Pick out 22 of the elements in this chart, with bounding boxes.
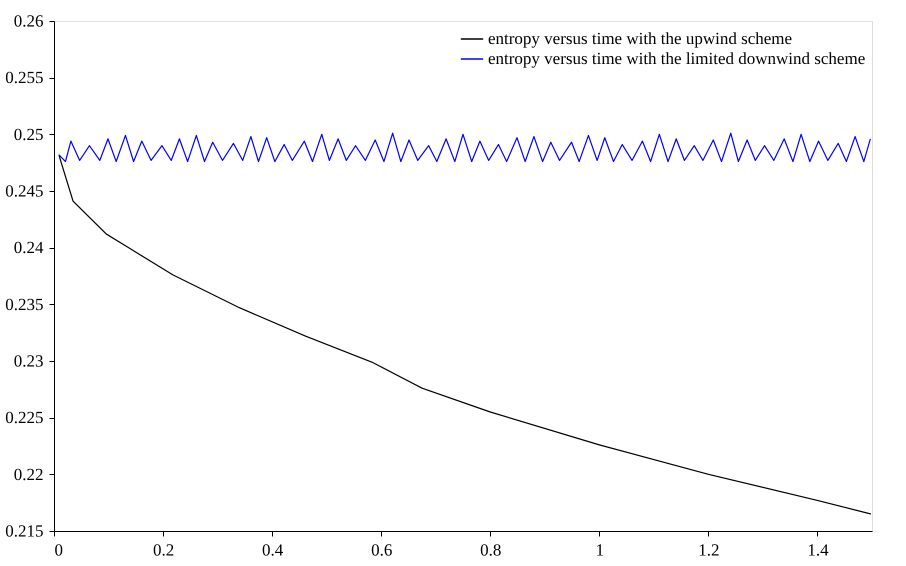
y-tick-label: 0.235: [5, 294, 44, 314]
x-tick-label: 1.4: [807, 540, 830, 560]
legend-label: entropy versus time with the upwind scheme: [488, 29, 792, 48]
x-tick-label: 1: [596, 540, 604, 560]
x-tick-label: 0.6: [371, 540, 392, 560]
y-tick-label: 0.26: [14, 12, 44, 30]
y-tick-label: 0.22: [14, 464, 44, 484]
line-series: [58, 132, 871, 162]
y-tick-label: 0.25: [14, 124, 44, 144]
x-tick-label: 1.2: [698, 540, 720, 560]
x-tick-label: 0: [54, 540, 63, 560]
y-tick-label: 0.23: [14, 352, 44, 370]
y-tick-label: 0.24: [14, 238, 44, 258]
y-tick-label: 0.215: [5, 522, 44, 540]
line-series: [58, 154, 872, 515]
y-tick-label: 0.225: [5, 408, 44, 428]
x-tick-label: 0.2: [152, 540, 174, 560]
legend-label: entropy versus time with the limited downwind scheme: [488, 49, 866, 68]
y-tick-label: 0.245: [5, 182, 44, 200]
x-tick-label: 0.8: [480, 540, 502, 560]
x-tick-label: 0.4: [262, 540, 284, 560]
y-tick-label: 0.255: [5, 68, 44, 88]
